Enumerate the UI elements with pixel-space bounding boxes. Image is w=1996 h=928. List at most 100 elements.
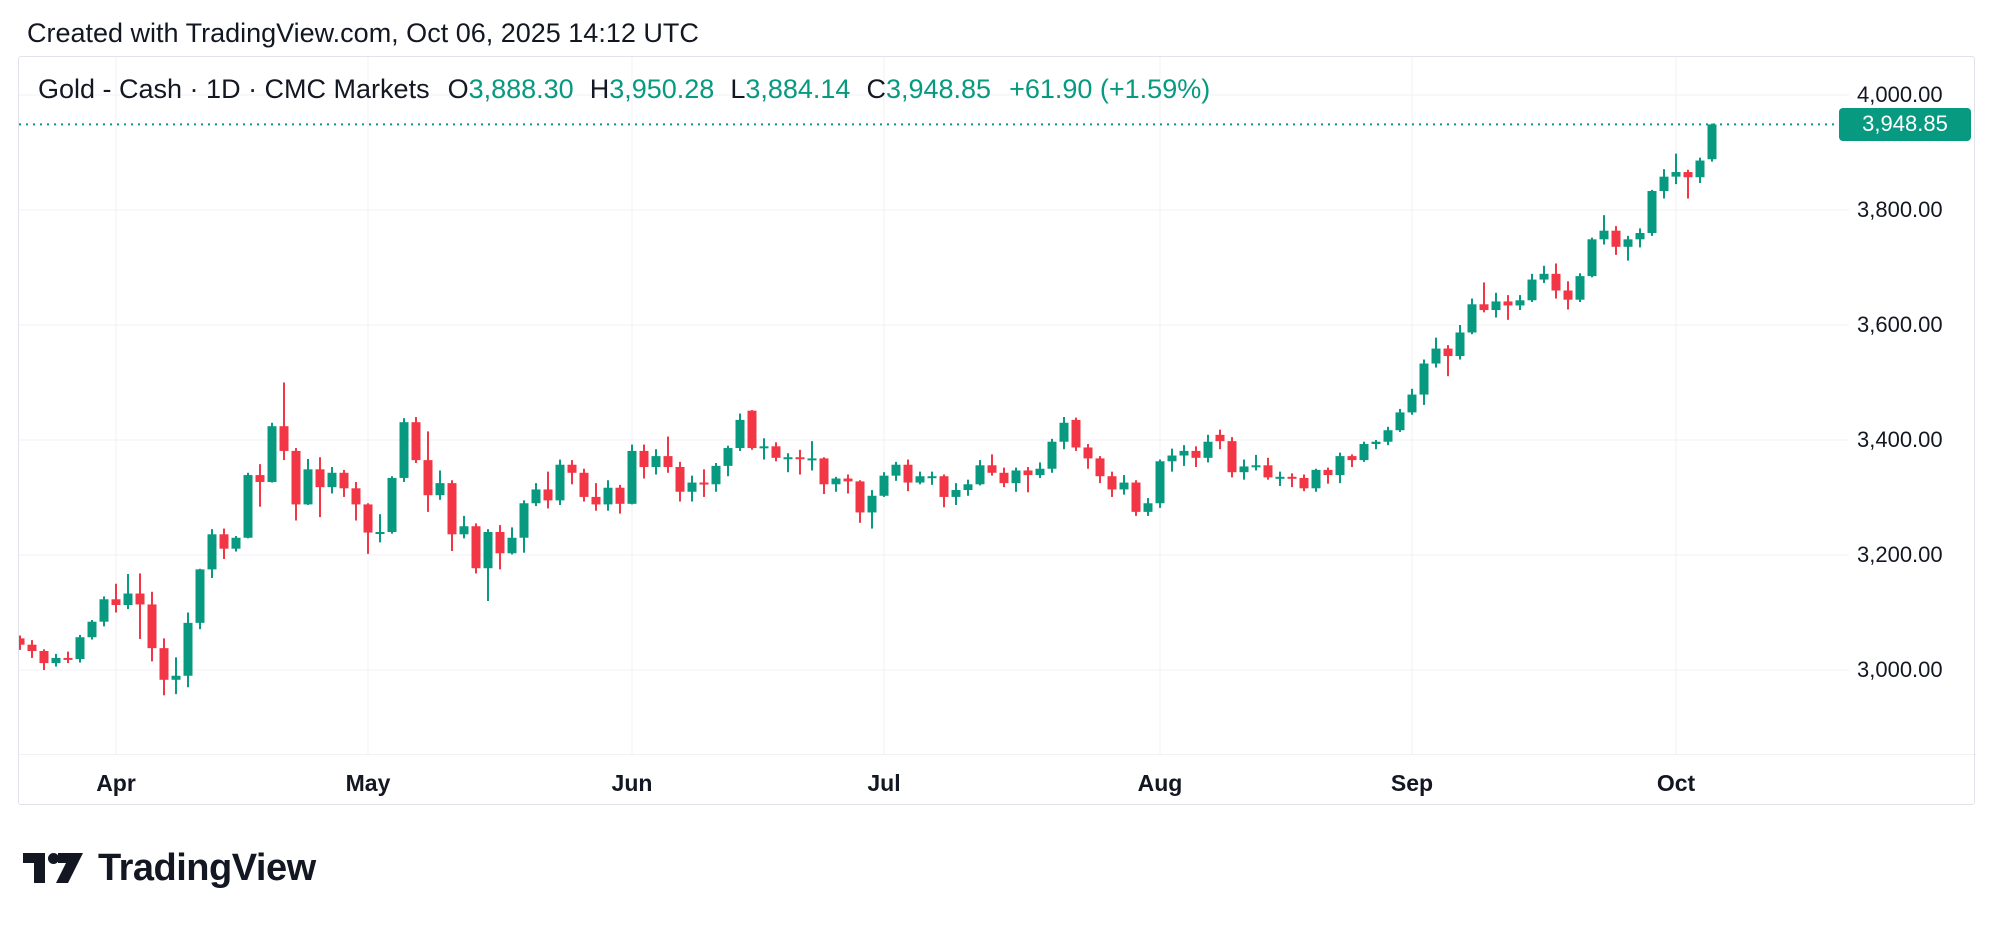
candle-body xyxy=(543,489,553,501)
price-tick-label: 3,800.00 xyxy=(1857,197,1943,222)
change-value: +61.90 (+1.59%) xyxy=(1009,74,1211,104)
candle-body xyxy=(255,475,265,482)
ohlc-values: O3,888.30 H3,950.28 L3,884.14 C3,948.85 xyxy=(448,73,991,105)
candle-body xyxy=(459,526,469,535)
candle-wick xyxy=(1447,345,1449,377)
candle-body xyxy=(195,569,205,623)
candle-body xyxy=(1035,468,1045,476)
candle-body xyxy=(1383,430,1393,442)
candle-body xyxy=(399,422,409,478)
candle-body xyxy=(1695,160,1705,178)
candle-body xyxy=(711,465,721,485)
candle-body xyxy=(723,448,733,466)
candle-body xyxy=(567,464,577,473)
candle-body xyxy=(483,532,493,569)
candle-body xyxy=(135,593,145,605)
candle-body xyxy=(1215,434,1225,442)
candle-wick xyxy=(991,454,993,476)
candle-body xyxy=(171,675,181,680)
candle-body xyxy=(1263,465,1273,478)
candle-body xyxy=(1179,450,1189,456)
candle-body xyxy=(387,477,397,532)
candle-body xyxy=(1347,456,1357,461)
candle-wick xyxy=(259,464,261,507)
price-tick-label: 3,000.00 xyxy=(1857,657,1943,682)
candle-body xyxy=(1503,301,1513,306)
candle-wick xyxy=(283,382,285,461)
candle-body xyxy=(423,460,433,496)
candle-body xyxy=(903,464,913,483)
candle-body xyxy=(1623,239,1633,247)
candle-body xyxy=(555,464,565,501)
ohlc-value-h: 3,950.28 xyxy=(609,74,715,104)
candle-body xyxy=(1587,239,1597,277)
price-tick-label: 3,600.00 xyxy=(1857,312,1943,337)
candle-body xyxy=(675,467,685,492)
candle-body xyxy=(1515,300,1525,306)
chart-legend-row: Gold - Cash · 1D · CMC Markets O3,888.30… xyxy=(38,73,1210,105)
candle-body xyxy=(1107,476,1117,490)
candle-body xyxy=(519,503,529,538)
candle-body xyxy=(303,469,313,505)
candle-body xyxy=(63,657,73,660)
candle-body xyxy=(75,637,85,660)
candle-body xyxy=(375,532,385,534)
candle-wick xyxy=(1603,215,1605,245)
candle-body xyxy=(207,534,217,570)
candle-body xyxy=(471,526,481,569)
candle-body xyxy=(1395,412,1405,431)
candle-body xyxy=(1275,476,1285,479)
candle-body xyxy=(1023,470,1033,476)
symbol-title: Gold - Cash · 1D · CMC Markets xyxy=(38,74,430,104)
candle-body xyxy=(1443,348,1453,357)
month-tick-label: May xyxy=(345,770,391,796)
candle-body xyxy=(639,450,649,468)
candle-wick xyxy=(763,438,765,460)
candle-wick xyxy=(127,573,129,610)
month-tick-label: Oct xyxy=(1656,770,1696,796)
ohlc-token-l: L3,884.14 xyxy=(730,74,851,104)
candlestick-plot xyxy=(19,57,1976,755)
candle-body xyxy=(39,651,49,664)
candle-wick xyxy=(1351,454,1353,468)
candle-body xyxy=(183,622,193,676)
candle-wick xyxy=(139,573,141,639)
candle-body xyxy=(495,532,505,554)
candle-wick xyxy=(931,471,933,485)
candle-body xyxy=(327,472,337,488)
candle-body xyxy=(19,638,25,645)
candle-body xyxy=(1635,233,1645,240)
candle-body xyxy=(351,488,361,505)
candle-body xyxy=(987,465,997,473)
candle-body xyxy=(27,644,37,652)
candle-body xyxy=(663,456,673,468)
candle-body xyxy=(1467,304,1477,333)
candle-wick xyxy=(1483,282,1485,313)
candle-wick xyxy=(1507,295,1509,320)
candle-body xyxy=(1059,422,1069,442)
candle-body xyxy=(1071,419,1081,448)
month-tick-label: Jul xyxy=(867,770,901,796)
candle-wick xyxy=(379,514,381,543)
candle-body xyxy=(999,472,1009,484)
candle-wick xyxy=(1255,454,1257,471)
price-tick-label: 3,400.00 xyxy=(1857,427,1943,452)
candle-body xyxy=(531,489,541,504)
candle-body xyxy=(855,481,865,513)
candle-body xyxy=(939,476,949,497)
candle-body xyxy=(1155,461,1165,504)
candle-body xyxy=(1251,465,1261,468)
candle-body xyxy=(1119,482,1129,490)
candle-body xyxy=(963,484,973,491)
candle-body xyxy=(507,537,517,554)
candle-wick xyxy=(1375,440,1377,450)
candle-wick xyxy=(1627,235,1629,261)
candle-body xyxy=(867,495,877,513)
candle-body xyxy=(1599,230,1609,240)
tradingview-logo: TradingView xyxy=(23,846,316,890)
candle-wick xyxy=(115,583,117,613)
candle-body xyxy=(615,487,625,504)
candle-body xyxy=(1287,476,1297,479)
price-tick-label: 4,000.00 xyxy=(1857,82,1943,107)
candle-body xyxy=(51,657,61,664)
